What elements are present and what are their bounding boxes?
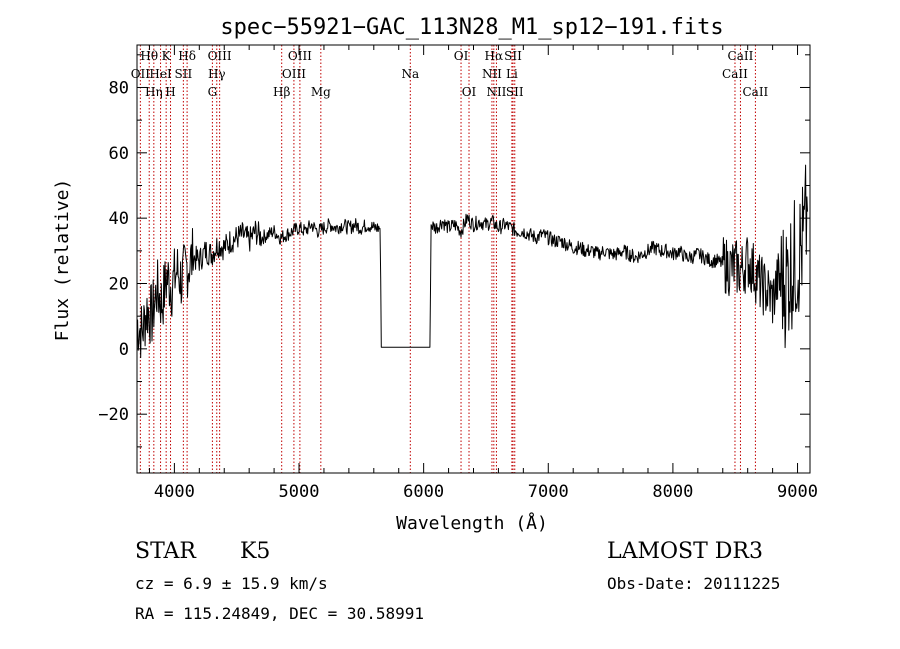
chart-title: spec−55921−GAC_113N28_M1_sp12−191.fits [220, 15, 723, 40]
y-tick-label: 60 [109, 144, 129, 164]
object-class: STAR [135, 539, 196, 564]
y-axis: −20 0 20 40 60 80 [98, 54, 810, 448]
coordinates-readout: RA = 115.24849, DEC = 30.58991 [135, 604, 424, 623]
spectral-line-label: K [162, 49, 172, 63]
obs-date: Obs-Date: 20111225 [607, 574, 781, 593]
flux-line [136, 164, 808, 359]
spectral-line-label: CaII [742, 85, 768, 99]
x-tick-label: 4000 [154, 482, 195, 502]
spectral-line-label: OI [454, 49, 469, 63]
spectral-line-label: Hβ [273, 85, 290, 99]
object-subclass: K5 [240, 539, 271, 564]
spectral-line-label: CaII [722, 67, 748, 81]
x-tick-label: 6000 [403, 482, 444, 502]
y-tick-label: 40 [109, 209, 129, 229]
x-tick-label: 9000 [777, 482, 818, 502]
spectral-line-label: OIII [288, 49, 312, 63]
redshift-readout: cz = 6.9 ± 15.9 km/s [135, 574, 328, 593]
survey-name: LAMOST DR3 [607, 539, 763, 564]
spectral-line-label: OIII [208, 49, 232, 63]
spectral-line-label: Mg [311, 85, 331, 99]
x-tick-label: 8000 [652, 482, 693, 502]
spectral-line-label: Hη [145, 85, 163, 99]
spectral-line-labels: Hθ OII Hη K HeI H Hδ SII OIII Hγ G Hβ OIII OIII Mg Na OI… [131, 49, 769, 99]
spectral-line-markers [139, 45, 756, 473]
spectral-line-label: SII [506, 85, 524, 99]
x-axis-label: Wavelength (Å) [396, 512, 548, 534]
y-tick-label: 80 [109, 78, 129, 98]
spectral-line-label: OIII [282, 67, 306, 81]
spectral-line-label: H [165, 85, 175, 99]
spectral-line-label: SII [175, 67, 193, 81]
y-axis-label: Flux (relative) [52, 179, 73, 342]
x-tick-label: 7000 [528, 482, 569, 502]
spectral-line-label: NII [482, 67, 502, 81]
x-tick-label: 5000 [279, 482, 320, 502]
x-axis: 4000 5000 6000 7000 8000 9000 [148, 45, 818, 502]
y-tick-label: −20 [98, 405, 129, 425]
y-tick-label: 0 [119, 340, 129, 360]
spectral-line-label: Hθ [140, 49, 158, 63]
y-tick-label: 20 [109, 275, 129, 295]
flux-series [136, 164, 808, 359]
spectral-line-label: NII [486, 85, 506, 99]
spectral-line-label: OI [462, 85, 477, 99]
spectral-line-label: Na [401, 67, 419, 81]
spectral-line-label: SII [504, 49, 522, 63]
spectral-line-label: G [208, 85, 218, 99]
spectral-line-label: OII [131, 67, 151, 81]
spectral-line-label: Hα [485, 49, 504, 63]
spectral-line-label: Hγ [208, 67, 226, 81]
spectral-line-label: Hδ [178, 49, 196, 63]
spectral-line-label: HeI [149, 67, 172, 81]
spectral-line-label: Li [506, 67, 518, 81]
spectral-line-label: CaII [728, 49, 754, 63]
